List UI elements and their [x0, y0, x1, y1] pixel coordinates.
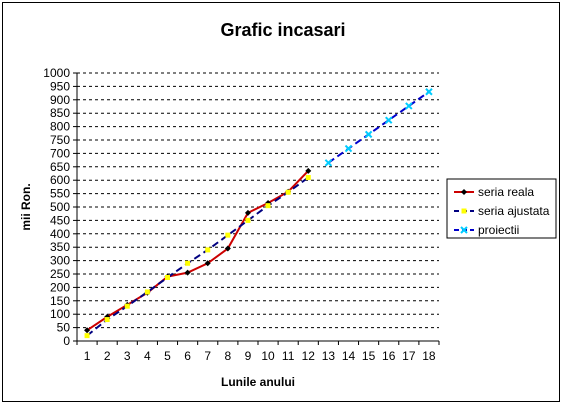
x-tick-label: 2 [104, 349, 111, 363]
y-tick-label: 600 [50, 173, 70, 187]
y-tick-label: 500 [50, 200, 70, 214]
point-marker-stroke [344, 144, 353, 153]
y-tick-label: 850 [50, 106, 70, 120]
point-marker [364, 130, 373, 139]
y-tick-label: 800 [50, 120, 70, 134]
x-axis-label: Lunile anului [221, 375, 295, 389]
x-tick-label: 18 [422, 349, 436, 363]
point-marker [405, 102, 413, 110]
y-tick-label: 200 [50, 280, 70, 294]
point-marker [305, 175, 311, 181]
point-marker [184, 269, 191, 276]
grid-layer [77, 72, 439, 329]
point-marker [225, 232, 231, 238]
point-marker [224, 245, 231, 252]
point-marker [124, 303, 130, 309]
y-tick-label: 300 [50, 254, 70, 268]
point-marker-stroke [385, 116, 393, 124]
chart-title: Grafic incasari [220, 20, 345, 40]
x-tick-label: 5 [164, 349, 171, 363]
y-tick-label: 250 [50, 267, 70, 281]
point-marker [324, 159, 333, 167]
x-tick-label: 15 [362, 349, 376, 363]
point-marker [285, 189, 291, 195]
series-line-proiectii [327, 90, 430, 164]
legend-label-seria-ajustata: seria ajustata [478, 204, 550, 218]
y-tick-label: 700 [50, 146, 70, 160]
legend-label-seria-reala: seria reala [478, 185, 534, 199]
y-tick-label: 150 [50, 294, 70, 308]
point-marker [244, 209, 251, 216]
y-tick-label: 50 [57, 321, 71, 335]
point-marker [305, 167, 312, 174]
series-seria-ajustata [84, 175, 311, 339]
series-line-seria-reala [86, 170, 309, 332]
point-marker [185, 260, 191, 266]
x-tick-label: 17 [402, 349, 416, 363]
series-layer [84, 88, 433, 339]
x-tick-label: 6 [184, 349, 191, 363]
point-marker [245, 217, 251, 223]
legend-label-proiectii: proiectii [478, 223, 519, 237]
y-tick-label: 350 [50, 240, 70, 254]
x-tick-label: 13 [322, 349, 336, 363]
point-marker-stroke [425, 88, 433, 96]
point-marker [344, 144, 353, 153]
point-marker [84, 333, 90, 339]
x-tick-label: 10 [261, 349, 275, 363]
point-marker [144, 289, 150, 295]
point-marker-stroke [364, 130, 373, 139]
point-marker [205, 247, 211, 253]
x-tick-label: 8 [224, 349, 231, 363]
x-tick-label: 4 [144, 349, 151, 363]
x-tick-label: 1 [84, 349, 91, 363]
point-marker [104, 317, 110, 323]
y-tick-label: 750 [50, 133, 70, 147]
y-tick-label: 550 [50, 187, 70, 201]
y-tick-label: 450 [50, 213, 70, 227]
point-marker [460, 226, 468, 234]
point-marker [204, 260, 211, 267]
point-marker-stroke [460, 226, 468, 234]
y-tick-label: 0 [63, 334, 70, 348]
y-tick-label: 400 [50, 227, 70, 241]
point-marker [265, 203, 271, 209]
x-tick-label: 7 [204, 349, 211, 363]
point-marker [461, 208, 467, 214]
series-proiectii [324, 88, 433, 167]
point-marker-stroke [405, 102, 413, 110]
point-marker [461, 189, 467, 195]
axis-layer: 0501001502002503003504004505005506006507… [43, 66, 440, 363]
point-marker [425, 88, 433, 96]
series-seria-reala [84, 167, 312, 334]
point-marker [385, 116, 393, 124]
x-tick-label: 12 [302, 349, 316, 363]
y-tick-label: 900 [50, 93, 70, 107]
y-tick-label: 950 [50, 79, 70, 93]
x-tick-label: 16 [382, 349, 396, 363]
series-line-seria-ajustata [86, 176, 309, 337]
x-tick-label: 11 [282, 349, 295, 363]
x-tick-label: 9 [245, 349, 252, 363]
y-tick-label: 100 [50, 307, 70, 321]
legend: seria reala seria ajustata proiectii [446, 178, 557, 239]
x-tick-label: 14 [342, 349, 356, 363]
point-marker [84, 327, 91, 334]
y-tick-label: 650 [50, 160, 70, 174]
y-tick-label: 1000 [43, 66, 70, 80]
point-marker [165, 274, 170, 280]
y-axis-label: mii Ron. [19, 183, 33, 230]
point-marker-stroke [324, 159, 333, 167]
x-tick-label: 3 [124, 349, 131, 363]
